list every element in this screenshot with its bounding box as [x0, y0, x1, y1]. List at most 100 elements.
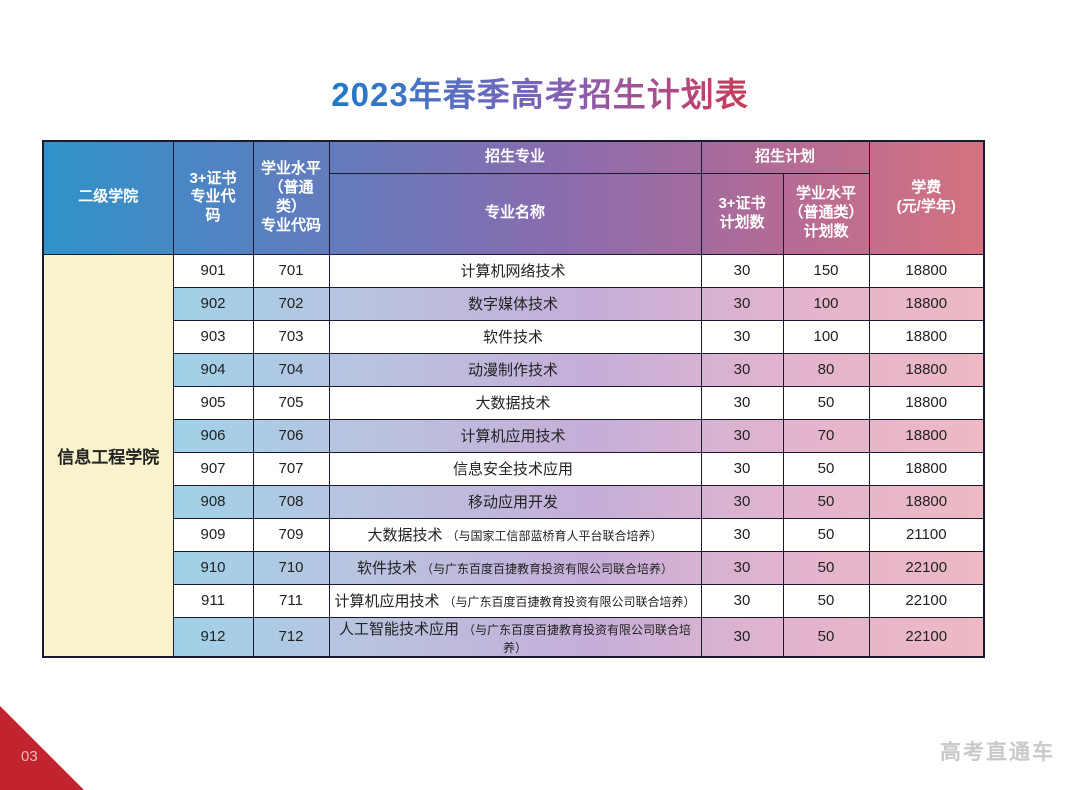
cert-code-cell: 905 — [172, 385, 254, 420]
major-name-cell: 计算机网络技术 — [328, 253, 702, 288]
major-name: 计算机网络技术 — [460, 263, 566, 280]
cert-code-cell: 910 — [172, 550, 254, 585]
major-name: 软件技术 — [356, 560, 417, 577]
major-name: 移动应用开发 — [467, 494, 558, 511]
academic-code-cell: 710 — [252, 550, 330, 585]
cert-plan-cell: 30 — [700, 319, 784, 354]
table-row: 907 707 信息安全技术应用 30 50 18800 — [43, 451, 985, 486]
academic-plan-cell: 50 — [782, 616, 870, 657]
column-header-major-name: 专业名称 — [328, 172, 702, 255]
major-name: 动漫制作技术 — [467, 362, 558, 379]
major-remark: （与广东百度百捷教育投资有限公司联合培养） — [421, 562, 674, 576]
cert-code-cell: 901 — [172, 253, 254, 288]
tuition-cell: 22100 — [868, 583, 985, 618]
major-name-cell: 大数据技术 （与国家工信部蓝桥育人平台联合培养） — [328, 517, 702, 552]
academic-code-cell: 707 — [252, 451, 330, 486]
academic-plan-cell: 50 — [782, 385, 870, 420]
column-header-tuition: 学费 (元/学年) — [868, 140, 985, 255]
tuition-cell: 18800 — [868, 385, 985, 420]
major-name: 软件技术 — [482, 329, 543, 346]
major-name-cell: 计算机应用技术 — [328, 418, 702, 453]
major-name-cell: 移动应用开发 — [328, 484, 702, 519]
tuition-cell: 18800 — [868, 319, 985, 354]
table-row: 909 709 大数据技术 （与国家工信部蓝桥育人平台联合培养） 30 50 21… — [43, 517, 985, 552]
academic-code-cell: 706 — [252, 418, 330, 453]
major-name-cell: 信息安全技术应用 — [328, 451, 702, 486]
cert-code-cell: 909 — [172, 517, 254, 552]
cert-plan-cell: 30 — [700, 451, 784, 486]
page-number-badge: 03 — [21, 748, 38, 765]
cert-code-cell: 904 — [172, 352, 254, 387]
tuition-cell: 18800 — [868, 418, 985, 453]
academic-code-cell: 702 — [252, 286, 330, 321]
major-name-cell: 大数据技术 — [328, 385, 702, 420]
corner-triangle — [0, 706, 84, 790]
academic-plan-cell: 150 — [782, 253, 870, 288]
column-header-academic-code: 学业水平 （普通类） 专业代码 — [252, 140, 330, 255]
column-group-major: 招生专业 — [328, 140, 702, 174]
academic-code-cell: 704 — [252, 352, 330, 387]
cert-code-cell: 907 — [172, 451, 254, 486]
academic-code-cell: 701 — [252, 253, 330, 288]
cert-code-cell: 908 — [172, 484, 254, 519]
cert-plan-cell: 30 — [700, 550, 784, 585]
cert-code-cell: 911 — [172, 583, 254, 618]
major-name: 计算机应用技术 — [460, 428, 566, 445]
major-name-cell: 动漫制作技术 — [328, 352, 702, 387]
table-row: 902 702 数字媒体技术 30 100 18800 — [43, 286, 985, 321]
academic-plan-cell: 50 — [782, 517, 870, 552]
table-row: 904 704 动漫制作技术 30 80 18800 — [43, 352, 985, 387]
table-row: 906 706 计算机应用技术 30 70 18800 — [43, 418, 985, 453]
academic-code-cell: 709 — [252, 517, 330, 552]
academic-plan-cell: 50 — [782, 550, 870, 585]
major-name: 人工智能技术应用 — [338, 620, 459, 638]
table-row: 903 703 软件技术 30 100 18800 — [43, 319, 985, 354]
table-row: 910 710 软件技术 （与广东百度百捷教育投资有限公司联合培养） 30 50 … — [43, 550, 985, 585]
major-remark: （与广东百度百捷教育投资有限公司联合培养） — [463, 622, 692, 655]
college-name-cell: 信息工程学院 — [42, 253, 174, 657]
academic-plan-cell: 50 — [782, 484, 870, 519]
cert-plan-cell: 30 — [700, 418, 784, 453]
academic-plan-cell: 70 — [782, 418, 870, 453]
cert-code-cell: 912 — [172, 616, 254, 657]
major-name-cell: 计算机应用技术 （与广东百度百捷教育投资有限公司联合培养） — [328, 583, 702, 618]
major-name: 计算机应用技术 — [334, 593, 440, 610]
page-title: 2023年春季高考招生计划表 — [0, 68, 1080, 116]
cert-plan-cell: 30 — [700, 253, 784, 288]
cert-plan-cell: 30 — [700, 352, 784, 387]
column-header-college: 二级学院 — [42, 140, 174, 255]
major-name: 大数据技术 — [367, 527, 443, 544]
cert-plan-cell: 30 — [700, 385, 784, 420]
column-group-plan: 招生计划 — [700, 140, 870, 174]
cert-plan-cell: 30 — [700, 583, 784, 618]
major-name: 大数据技术 — [475, 395, 551, 412]
cert-code-cell: 903 — [172, 319, 254, 354]
table-row: 信息工程学院 901 701 计算机网络技术 30 150 18800 — [42, 253, 985, 657]
cert-code-cell: 906 — [172, 418, 254, 453]
table-row: 908 708 移动应用开发 30 50 18800 — [43, 484, 985, 519]
major-remark: （与国家工信部蓝桥育人平台联合培养） — [446, 529, 663, 543]
academic-code-cell: 703 — [252, 319, 330, 354]
academic-plan-cell: 50 — [782, 583, 870, 618]
cert-plan-cell: 30 — [700, 286, 784, 321]
page-title-text: 2023年春季高考招生计划表 — [331, 68, 748, 116]
tuition-cell: 18800 — [868, 484, 985, 519]
tuition-cell: 18800 — [868, 253, 985, 288]
academic-plan-cell: 100 — [782, 319, 870, 354]
tuition-cell: 18800 — [868, 451, 985, 486]
cert-plan-cell: 30 — [700, 616, 784, 657]
major-name-cell: 人工智能技术应用 （与广东百度百捷教育投资有限公司联合培养） — [328, 616, 702, 657]
major-name-cell: 软件技术 — [328, 319, 702, 354]
tuition-cell: 18800 — [868, 352, 985, 387]
tuition-cell: 18800 — [868, 286, 985, 321]
academic-code-cell: 711 — [252, 583, 330, 618]
tuition-cell: 22100 — [868, 550, 985, 585]
academic-code-cell: 712 — [252, 616, 330, 657]
major-name-cell: 软件技术 （与广东百度百捷教育投资有限公司联合培养） — [328, 550, 702, 585]
table-row: 912 712 人工智能技术应用 （与广东百度百捷教育投资有限公司联合培养） 30… — [43, 616, 985, 657]
cert-plan-cell: 30 — [700, 484, 784, 519]
major-name-cell: 数字媒体技术 — [328, 286, 702, 321]
academic-plan-cell: 100 — [782, 286, 870, 321]
watermark-text: 高考直通车 — [940, 741, 1055, 764]
tuition-cell: 22100 — [868, 616, 985, 657]
